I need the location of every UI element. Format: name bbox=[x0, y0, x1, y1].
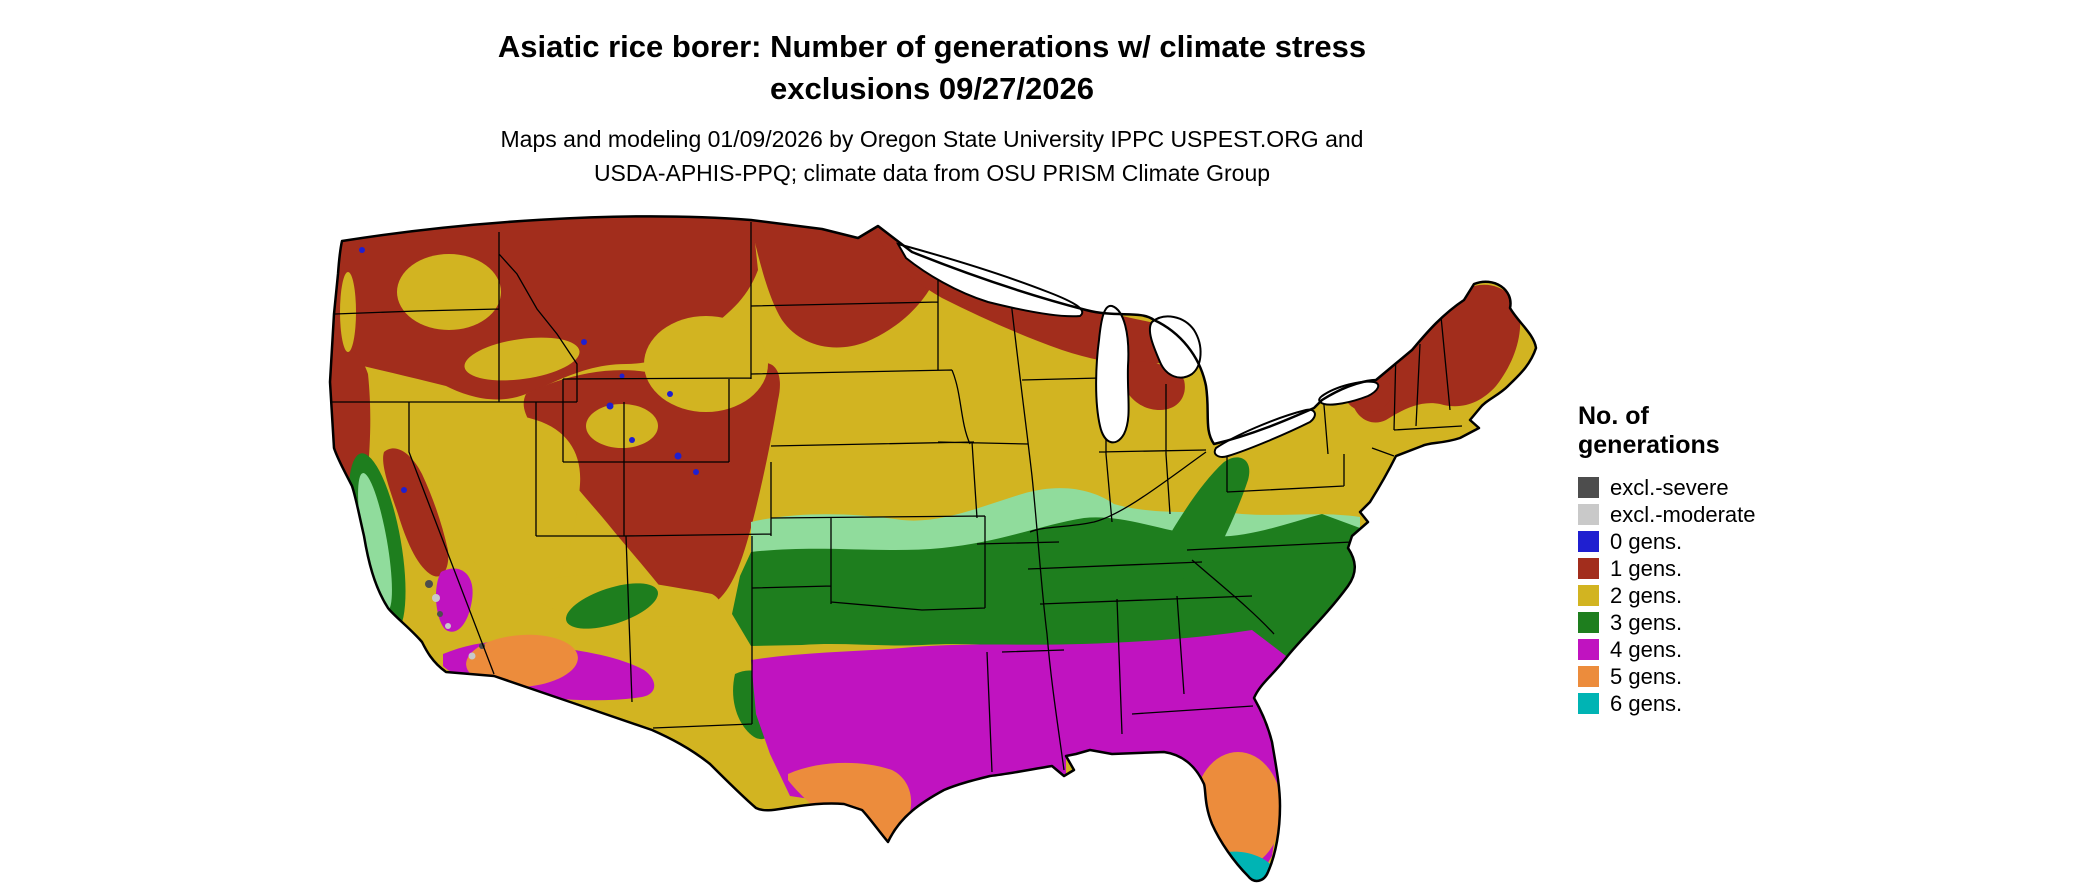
legend-title-line-1: No. of bbox=[1578, 402, 1649, 430]
legend-swatch bbox=[1578, 585, 1599, 606]
legend-swatch bbox=[1578, 531, 1599, 552]
page-title: Asiatic rice borer: Number of generation… bbox=[0, 26, 1864, 110]
legend-item: 4 gens. bbox=[1578, 636, 1838, 663]
state-borders bbox=[330, 222, 1463, 773]
region-3-gens bbox=[348, 453, 1360, 740]
lake-michigan bbox=[1095, 304, 1130, 444]
legend-item: 1 gens. bbox=[1578, 555, 1838, 582]
region-0-gens-specks bbox=[359, 247, 699, 493]
legend-item: 6 gens. bbox=[1578, 690, 1838, 717]
legend-item: 3 gens. bbox=[1578, 609, 1838, 636]
legend-item: excl.-severe bbox=[1578, 474, 1838, 501]
legend-item: 0 gens. bbox=[1578, 528, 1838, 555]
legend-swatch bbox=[1578, 612, 1599, 633]
title-line-1: Asiatic rice borer: Number of generation… bbox=[497, 29, 1367, 64]
legend-item-label: 1 gens. bbox=[1610, 555, 1683, 581]
legend-item: 2 gens. bbox=[1578, 582, 1838, 609]
lake-huron bbox=[1148, 315, 1202, 379]
us-outline bbox=[328, 215, 1538, 883]
legend-swatch bbox=[1578, 693, 1599, 714]
region-excl-moderate-specks bbox=[432, 594, 476, 660]
legend-swatch bbox=[1578, 477, 1599, 498]
legend-item-label: 2 gens. bbox=[1610, 582, 1683, 608]
legend-title-line-2: generations bbox=[1578, 431, 1720, 459]
region-2-gens-patches bbox=[340, 254, 768, 627]
legend-item-label: 3 gens. bbox=[1610, 609, 1683, 635]
legend-item: excl.-moderate bbox=[1578, 501, 1838, 528]
legend-swatch bbox=[1578, 504, 1599, 525]
subtitle-line-2: USDA-APHIS-PPQ; climate data from OSU PR… bbox=[593, 160, 1271, 186]
legend-swatch bbox=[1578, 639, 1599, 660]
legend-item-label: 0 gens. bbox=[1610, 528, 1683, 554]
legend: No. of generations excl.-severe excl.-mod… bbox=[1578, 402, 1838, 717]
legend-swatch bbox=[1578, 666, 1599, 687]
legend-item-label: 6 gens. bbox=[1610, 690, 1683, 716]
lake-erie bbox=[1213, 408, 1316, 458]
us-generations-map bbox=[322, 214, 1542, 887]
legend-items: excl.-severe excl.-moderate 0 gens. 1 gens.… bbox=[1578, 474, 1838, 717]
legend-item-label: 5 gens. bbox=[1610, 663, 1683, 689]
map-svg bbox=[328, 215, 1538, 883]
legend-item-label: excl.-moderate bbox=[1610, 501, 1756, 527]
map-fill-layers bbox=[330, 216, 1536, 881]
legend-item-label: excl.-severe bbox=[1610, 474, 1729, 500]
legend-swatch bbox=[1578, 558, 1599, 579]
subtitle-line-1: Maps and modeling 01/09/2026 by Oregon S… bbox=[500, 126, 1364, 152]
page-subtitle: Maps and modeling 01/09/2026 by Oregon S… bbox=[0, 122, 1864, 190]
legend-item: 5 gens. bbox=[1578, 663, 1838, 690]
title-line-2: exclusions 09/27/2026 bbox=[769, 71, 1094, 106]
legend-item-label: 4 gens. bbox=[1610, 636, 1683, 662]
